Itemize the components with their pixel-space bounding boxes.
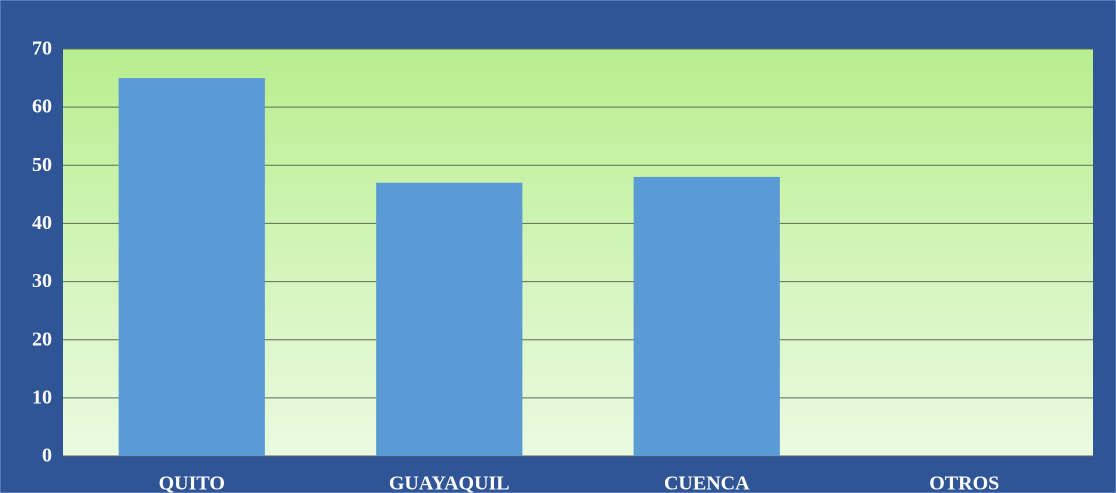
y-tick-label: 70 xyxy=(32,38,52,60)
y-tick-label: 0 xyxy=(42,445,52,467)
x-tick-label: CUENCA xyxy=(664,473,750,493)
x-tick-label: QUITO xyxy=(159,473,225,493)
bar xyxy=(118,78,265,457)
y-tick-label: 30 xyxy=(32,270,52,292)
x-tick-label: OTROS xyxy=(929,473,999,493)
bar xyxy=(633,176,780,456)
x-tick-label: GUAYAQUIL xyxy=(389,473,510,493)
y-tick-label: 60 xyxy=(32,96,52,118)
y-tick-label: 40 xyxy=(32,212,52,234)
y-tick-label: 50 xyxy=(32,154,52,176)
y-tick-label: 10 xyxy=(32,386,52,408)
y-tick-label: 20 xyxy=(32,328,52,350)
bar xyxy=(376,182,523,456)
